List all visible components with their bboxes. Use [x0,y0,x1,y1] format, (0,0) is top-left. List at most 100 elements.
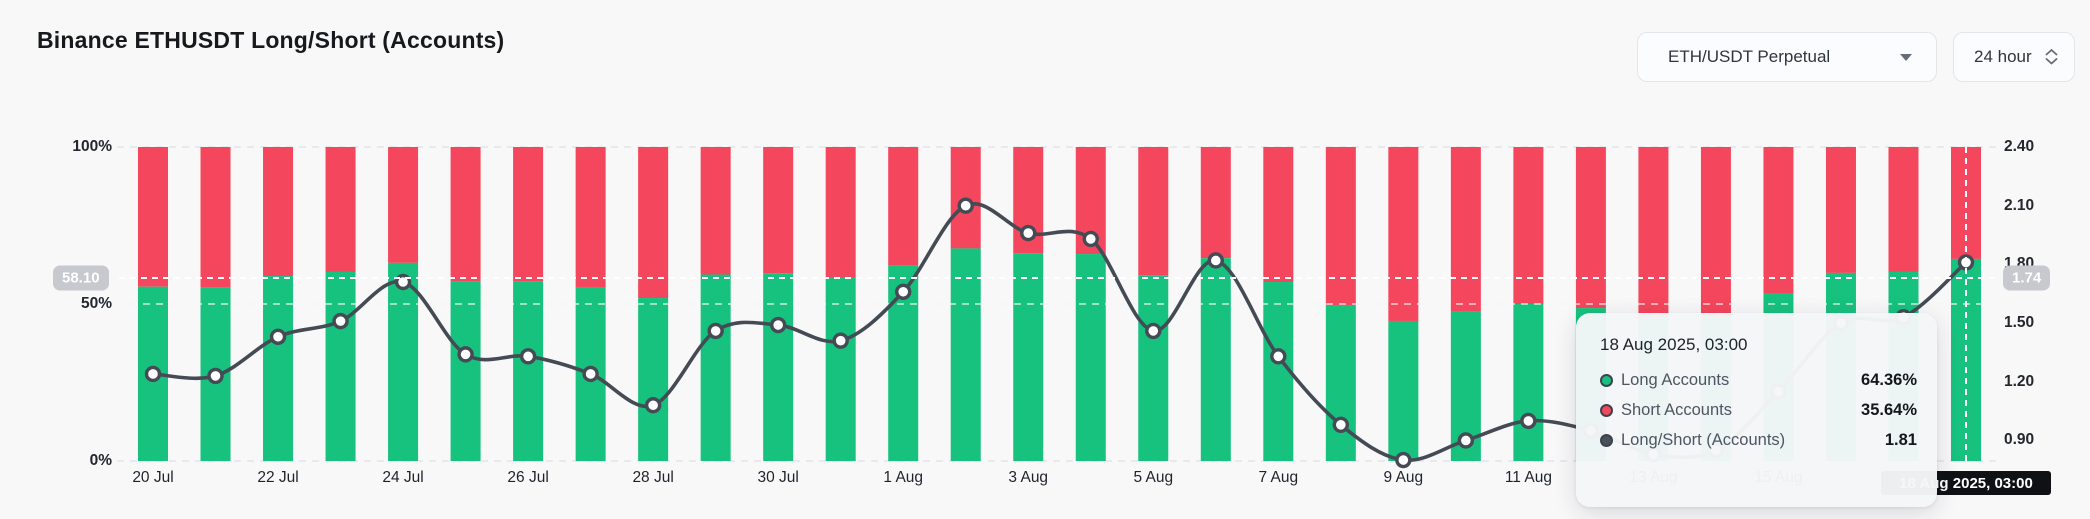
crosshair-left-badge: 58.10 [53,265,109,291]
line-point[interactable] [207,367,224,385]
line-point[interactable] [644,397,662,414]
line-point[interactable] [332,312,349,330]
long-bar[interactable] [638,298,669,461]
long-bar[interactable] [1388,320,1419,461]
chevron-down-icon [1900,53,1912,61]
line-point[interactable] [1270,348,1287,365]
line-point[interactable] [1520,412,1537,430]
long-bar[interactable] [700,274,731,461]
interval-select-value: 24 hour [1974,47,2032,66]
x-axis-tick: 3 Aug [1008,469,1049,486]
short-bar[interactable] [450,147,481,282]
line-point[interactable] [1082,230,1099,248]
short-bar[interactable] [1763,147,1794,294]
tooltip-series-label: Long/Short (Accounts) [1621,431,1786,449]
short-bar[interactable] [763,147,794,274]
line-point[interactable] [457,346,474,363]
x-axis-tick: 7 Aug [1258,469,1299,486]
tooltip-row: Long/Short (Accounts) 1.81 [1600,431,1917,450]
tooltip-title: 18 Aug 2025, 03:00 [1600,335,1748,354]
long-bar[interactable] [450,281,481,461]
line-point[interactable] [519,348,537,365]
short-bar[interactable] [1638,147,1669,319]
long-bar[interactable] [1138,275,1169,461]
line-point[interactable] [1332,416,1350,434]
short-bar[interactable] [1388,147,1419,321]
x-axis-tick: 1 Aug [883,469,924,486]
y-axis-tick-left: 50% [80,295,112,312]
x-axis-tick: 26 Jul [507,469,549,486]
y-axis-tick-right: 1.50 [2004,314,2035,332]
x-axis-tick: 28 Jul [632,469,674,486]
x-axis-tick: 24 Jul [382,469,424,486]
short-bar[interactable] [138,147,168,287]
pair-select-dropdown[interactable]: ETH/USDT Perpetual [1637,32,1937,82]
series-dot-icon [1600,434,1613,447]
long-bar[interactable] [1513,304,1544,461]
tooltip-row: Long Accounts 64.36% [1600,371,1917,390]
line-point[interactable] [707,322,724,340]
short-bar[interactable] [888,147,919,266]
short-bar[interactable] [1200,147,1231,259]
long-bar[interactable] [1075,254,1106,461]
long-bar[interactable] [825,276,856,461]
line-point[interactable] [1457,432,1475,449]
y-axis-tick-left: 0% [89,452,112,469]
long-bar[interactable] [325,271,356,461]
x-axis-tick: 30 Jul [757,469,799,486]
short-bar[interactable] [388,147,419,263]
short-bar[interactable] [825,147,856,277]
short-bar[interactable] [1513,147,1544,304]
short-bar[interactable] [1825,147,1856,273]
long-bar[interactable] [513,281,544,461]
short-bar[interactable] [638,147,669,299]
short-bar[interactable] [325,147,356,272]
tooltip-series-label: Long Accounts [1621,371,1730,389]
line-point[interactable] [957,197,974,214]
line-point[interactable] [1145,322,1162,340]
x-axis-tick: 9 Aug [1383,469,1424,486]
pair-select-value: ETH/USDT Perpetual [1668,47,1831,66]
interval-select-dropdown[interactable]: 24 hour [1953,32,2075,82]
x-axis-tick: 20 Jul [132,469,174,486]
line-point[interactable] [582,365,599,383]
short-bar[interactable] [1888,147,1919,272]
y-axis-tick-right: 2.40 [2004,138,2035,155]
y-axis-tick-right: 2.10 [2004,196,2035,214]
long-bar[interactable] [1200,258,1231,461]
long-bar[interactable] [1013,253,1044,461]
short-bar[interactable] [1138,147,1169,276]
line-point[interactable] [895,283,912,300]
short-bar[interactable] [263,147,294,277]
line-point[interactable] [832,332,849,349]
tooltip-series-label: Short Accounts [1621,401,1732,419]
short-bar[interactable] [1575,147,1606,309]
short-bar[interactable] [1263,147,1294,283]
line-point[interactable] [1395,451,1412,469]
line-point[interactable] [769,316,787,334]
short-bar[interactable] [200,147,231,288]
line-point[interactable] [1020,224,1037,242]
short-bar[interactable] [575,147,606,288]
y-axis-tick-right: 0.90 [2004,431,2035,449]
line-point[interactable] [144,365,162,383]
short-bar[interactable] [1450,147,1481,312]
long-bar[interactable] [950,248,981,461]
tooltip-series-value: 64.36% [1861,371,1917,389]
short-bar[interactable] [700,147,731,275]
x-axis-tick: 11 Aug [1504,469,1552,486]
short-bar[interactable] [513,147,544,282]
long-bar[interactable] [263,276,294,461]
series-dot-icon [1600,404,1613,417]
line-point[interactable] [1207,252,1224,269]
line-point[interactable] [269,328,287,345]
short-bar[interactable] [1325,147,1356,306]
long-bar[interactable] [763,273,794,461]
long-bar[interactable] [388,262,419,461]
long-bar[interactable] [1325,305,1356,461]
chart-tooltip: 18 Aug 2025, 03:00 Long Accounts 64.36% Sh… [1576,313,1937,507]
chevron-up-down-icon [2045,49,2058,65]
series-dot-icon [1600,374,1613,387]
short-bar[interactable] [1700,147,1731,317]
